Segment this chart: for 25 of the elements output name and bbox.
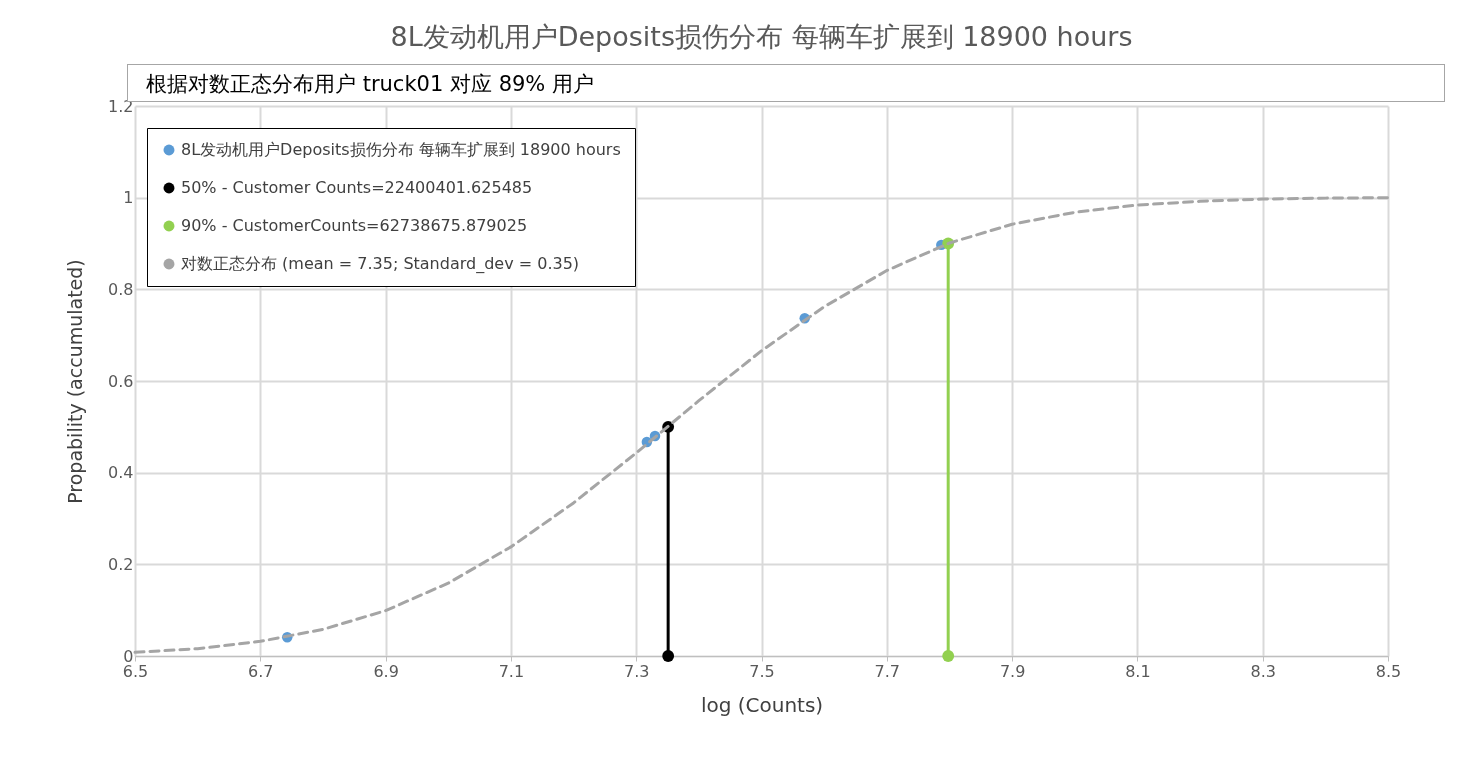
legend-label: 90% - CustomerCounts=62738675.879025 — [181, 216, 528, 235]
legend-label: 8L发动机用户Deposits损伤分布 每辆车扩展到 18900 hours — [181, 140, 621, 159]
x-tick-label: 7.5 — [749, 661, 775, 681]
y-tick-label: 0.4 — [108, 463, 134, 483]
legend-label: 50% - Customer Counts=22400401.625485 — [181, 178, 533, 197]
point — [662, 650, 675, 662]
y-tick-label: 0.6 — [108, 371, 134, 391]
y-tick-label: 1 — [123, 188, 134, 208]
x-tick-label: 8.5 — [1375, 661, 1402, 681]
y-axis-title: Propability (accumulated) — [64, 259, 87, 504]
x-tick-label: 6.9 — [373, 661, 399, 681]
text: 根据对数正态分布用户 truck01 对应 89% 用户 — [146, 72, 594, 96]
x-tick-label: 7.7 — [874, 661, 901, 681]
point — [942, 650, 955, 662]
legend-label: 对数正态分布 (mean = 7.35; Standard_dev = 0.35) — [181, 254, 580, 274]
y-tick-label: 0.2 — [108, 554, 134, 574]
y-tick-label: 0.8 — [108, 279, 134, 299]
x-tick-label: 8.1 — [1125, 661, 1151, 681]
x-tick-label: 7.1 — [498, 661, 525, 681]
x-tick-label: 7.9 — [999, 661, 1026, 681]
x-tick-label: 8.3 — [1250, 661, 1276, 681]
chart-title: 8L发动机用户Deposits损伤分布 每辆车扩展到 18900 hours — [390, 21, 1133, 52]
x-tick-label: 6.7 — [248, 661, 274, 681]
x-axis-title: log (Counts) — [700, 692, 824, 717]
x-tick-label: 7.3 — [623, 661, 650, 681]
